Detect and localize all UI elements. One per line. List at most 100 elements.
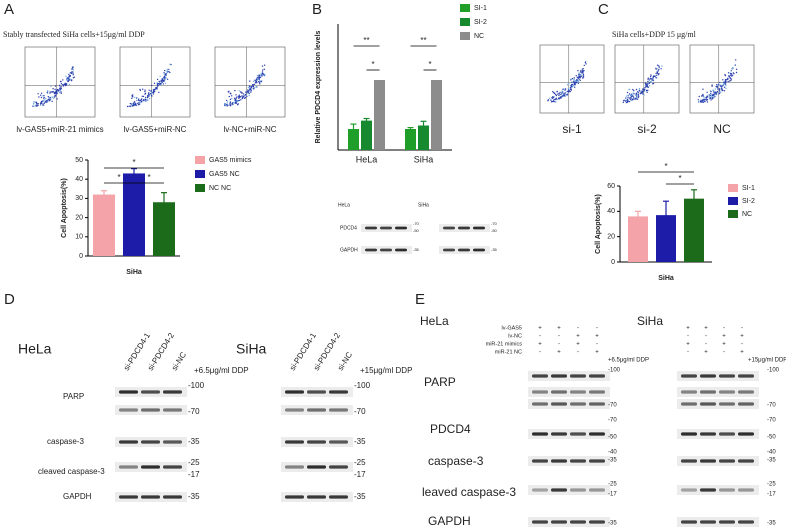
flow-dot	[55, 89, 57, 92]
flow-dot	[564, 88, 567, 90]
blot-band	[719, 459, 735, 463]
blot-band	[141, 408, 160, 412]
flow-dot	[570, 89, 572, 91]
flow-dot	[721, 88, 723, 91]
flow-dot	[165, 72, 167, 75]
condition-sign: +	[576, 342, 580, 348]
blot-band	[532, 374, 548, 378]
flow-dot	[573, 80, 576, 83]
flow-dot	[140, 98, 143, 101]
blot-band	[119, 495, 138, 499]
blot-band	[570, 488, 586, 492]
blot-band	[141, 495, 160, 499]
flow-dot	[66, 84, 68, 86]
flow-dot	[54, 88, 56, 91]
flow-dot	[553, 92, 555, 94]
flow-dot	[714, 92, 717, 94]
flow-dot	[578, 78, 580, 81]
flow-dot	[635, 93, 637, 95]
flow-dot	[156, 85, 159, 87]
blot-row-label: leaved caspase-3	[422, 485, 516, 499]
flow-dot	[706, 91, 708, 94]
flow-dot	[722, 81, 725, 84]
flow-dot	[714, 88, 716, 90]
flow-dot	[233, 97, 236, 100]
condition-sign: +	[686, 326, 690, 332]
legend-swatch	[460, 32, 470, 40]
flow-dot	[38, 96, 40, 98]
flow-dot	[152, 89, 155, 91]
flow-dot	[652, 82, 655, 85]
flow-dot	[703, 100, 706, 103]
flow-dot	[710, 96, 713, 98]
blot-strip	[677, 456, 759, 466]
flow-dot	[40, 103, 42, 105]
flow-dot	[582, 76, 585, 78]
flow-dot	[648, 85, 651, 87]
blot-band	[329, 390, 348, 394]
flow-dot	[238, 97, 240, 99]
flow-dot	[566, 84, 569, 86]
flow-dot	[721, 85, 723, 88]
flow-dot	[252, 80, 255, 83]
flow-caption: si-1	[562, 122, 582, 136]
flow-dot	[570, 84, 572, 87]
flow-dot	[630, 96, 632, 99]
legend-swatch	[195, 184, 205, 192]
mw-marker: -70	[767, 418, 776, 424]
flow-dot	[160, 84, 162, 86]
blot-band	[681, 402, 697, 406]
bar	[405, 129, 416, 150]
flow-dot	[582, 75, 585, 77]
flow-dot	[649, 75, 652, 78]
condition-sign: +	[595, 350, 599, 356]
flow-dot	[240, 99, 242, 101]
flow-dot	[722, 84, 724, 87]
condition-sign: -	[539, 334, 541, 340]
flow-dot	[48, 100, 51, 102]
cell-line: HeLa	[18, 341, 52, 357]
blot-band	[700, 520, 716, 524]
flow-dot	[49, 92, 51, 94]
flow-dot	[241, 92, 243, 94]
flow-dot	[723, 90, 726, 92]
flow-dot	[735, 59, 737, 61]
mw-marker: -70	[354, 407, 366, 416]
treatment: +6.5μg/ml DDP	[194, 366, 249, 375]
flow-dot	[242, 93, 245, 95]
condition-sign: -	[687, 350, 689, 356]
flow-plot	[539, 44, 605, 114]
flow-dot	[52, 96, 54, 98]
mw-marker: -17	[188, 470, 200, 479]
blot-band	[365, 248, 377, 252]
blot-band	[681, 432, 697, 436]
condition-label: lv-NC	[508, 333, 522, 339]
blot-band	[738, 488, 754, 492]
flow-dot	[169, 71, 171, 74]
flow-dot	[710, 90, 712, 93]
flow-dot	[257, 76, 259, 79]
mw-marker: -17	[767, 492, 776, 498]
flow-dot	[724, 80, 726, 82]
flow-dot	[255, 80, 257, 82]
condition-sign: -	[596, 326, 598, 332]
flow-dot	[632, 88, 634, 91]
flow-dot	[658, 65, 660, 67]
flow-dot	[234, 99, 236, 101]
flow-dot	[165, 77, 167, 79]
panel-letter: A	[4, 1, 14, 18]
condition-sign: +	[595, 334, 599, 340]
blot-band	[551, 390, 567, 394]
blot-band	[589, 390, 605, 394]
flow-dot	[627, 94, 629, 96]
flow-dot	[248, 92, 250, 95]
blot-band	[551, 520, 567, 524]
flow-dot	[164, 82, 167, 85]
flow-dot	[627, 97, 629, 99]
flow-dot	[58, 84, 61, 87]
bar	[123, 173, 145, 256]
condition-sign: +	[704, 350, 708, 356]
y-axis-label: Cell Apoptosis(%)	[61, 178, 68, 238]
flow-dot	[164, 69, 166, 72]
y-tick-label: 0	[611, 259, 615, 266]
